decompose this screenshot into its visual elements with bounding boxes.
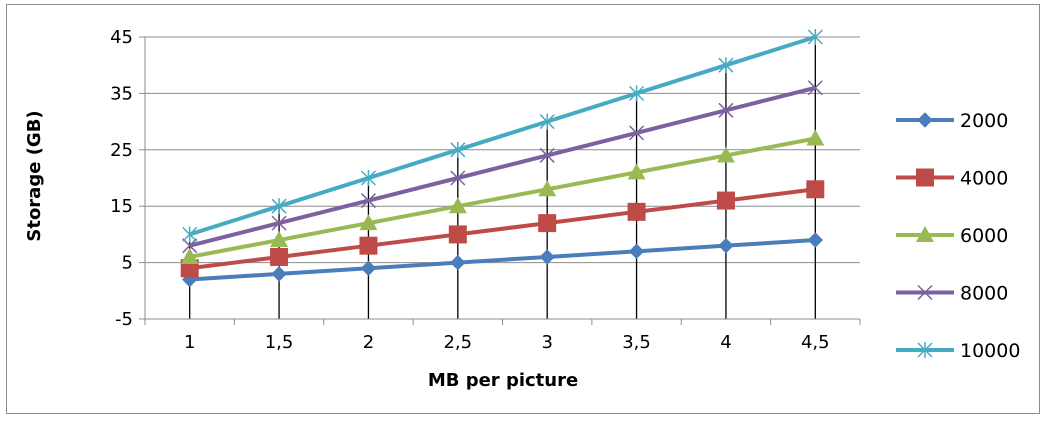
x-tick-label-4: 3 <box>541 332 552 353</box>
x-axis-title: MB per picture <box>428 370 578 391</box>
y-tick-label-5: 45 <box>110 27 133 48</box>
x-tick-label-0: 1 <box>184 332 195 353</box>
x-tick-label-7: 4,5 <box>801 332 830 353</box>
legend-marker-6000 <box>916 226 934 242</box>
data-point-4000-1 <box>270 247 289 266</box>
x-tick-label-3: 2,5 <box>443 332 472 353</box>
legend-label-6000: 6000 <box>960 225 1008 247</box>
legend-marker-4000 <box>916 168 934 187</box>
chart-frame <box>6 4 1040 414</box>
data-point-2000-5 <box>628 243 645 260</box>
data-point-2000-6 <box>718 237 734 254</box>
legend-label-10000: 10000 <box>960 340 1020 362</box>
x-tick-label-2: 2 <box>363 332 374 353</box>
data-point-8000-2 <box>360 193 376 209</box>
data-point-8000-4 <box>539 147 555 163</box>
x-tick-label-1: 1,5 <box>265 332 294 353</box>
data-point-4000-2 <box>359 236 378 255</box>
y-axis-tick-labels: -5 5 15 25 35 45 <box>110 27 133 330</box>
data-point-10000-3 <box>450 141 466 158</box>
x-axis-tick-labels: 1 1,5 2 2,5 3 3,5 4 4,5 <box>184 332 830 353</box>
data-point-2000-4 <box>539 249 555 265</box>
data-point-2000-7 <box>807 232 824 248</box>
data-point-10000-2 <box>360 170 376 186</box>
data-point-6000-7 <box>806 129 825 146</box>
series-line-10000 <box>189 35 816 237</box>
y-tick-label-0: -5 <box>115 309 133 330</box>
data-point-4000-7 <box>806 180 825 199</box>
legend-marker-8000 <box>917 284 933 301</box>
legend-item-6000: 6000 <box>896 225 1008 247</box>
data-point-6000-5 <box>627 163 646 180</box>
y-tick-label-3: 25 <box>110 140 133 161</box>
x-tick-label-5: 3,5 <box>622 332 651 353</box>
legend-marker-2000 <box>917 112 933 128</box>
data-point-8000-5 <box>629 125 645 141</box>
y-tick-label-4: 35 <box>110 83 133 104</box>
y-axis-title: Storage (GB) <box>24 110 45 241</box>
legend-item-8000: 8000 <box>896 283 1008 305</box>
data-point-6000-1 <box>270 231 289 248</box>
axes <box>144 37 861 325</box>
data-point-10000-7 <box>807 29 823 45</box>
data-point-8000-6 <box>718 102 734 118</box>
data-point-6000-4 <box>538 180 557 197</box>
data-point-2000-3 <box>450 254 466 271</box>
data-point-10000-0 <box>182 226 198 243</box>
series-line-6000 <box>189 136 816 259</box>
data-point-6000-6 <box>716 146 735 163</box>
legend-item-4000: 4000 <box>896 168 1008 190</box>
data-point-10000-4 <box>539 113 555 130</box>
legend-item-10000: 10000 <box>896 340 1020 362</box>
data-point-4000-5 <box>627 202 646 221</box>
x-tick-label-6: 4 <box>720 332 731 353</box>
data-point-4000-3 <box>448 225 467 244</box>
data-point-4000-6 <box>716 191 735 210</box>
data-point-2000-1 <box>271 266 287 282</box>
series-line-8000 <box>189 85 816 248</box>
data-point-8000-1 <box>271 215 287 231</box>
data-point-4000-4 <box>538 214 557 233</box>
legend-label-4000: 4000 <box>960 168 1008 190</box>
legend-marker-10000 <box>917 342 933 358</box>
legend-item-2000: 2000 <box>896 110 1008 132</box>
data-point-8000-0 <box>182 238 198 254</box>
data-point-6000-3 <box>448 197 467 214</box>
data-point-10000-1 <box>271 198 287 215</box>
data-point-10000-5 <box>629 85 645 102</box>
data-point-6000-0 <box>180 247 199 264</box>
y-tick-label-1: 5 <box>122 253 133 274</box>
series-group <box>180 29 825 288</box>
series-line-2000 <box>189 238 816 282</box>
data-point-10000-6 <box>718 57 734 74</box>
legend: 2000 4000 6000 8000 10000 <box>896 110 1020 362</box>
legend-label-2000: 2000 <box>960 110 1008 132</box>
legend-label-8000: 8000 <box>960 283 1008 305</box>
data-point-2000-2 <box>360 260 377 276</box>
series-line-4000 <box>189 187 816 271</box>
y-tick-label-2: 15 <box>110 196 133 217</box>
data-point-6000-2 <box>359 214 378 231</box>
data-point-8000-3 <box>450 170 466 186</box>
data-point-8000-7 <box>807 80 823 96</box>
